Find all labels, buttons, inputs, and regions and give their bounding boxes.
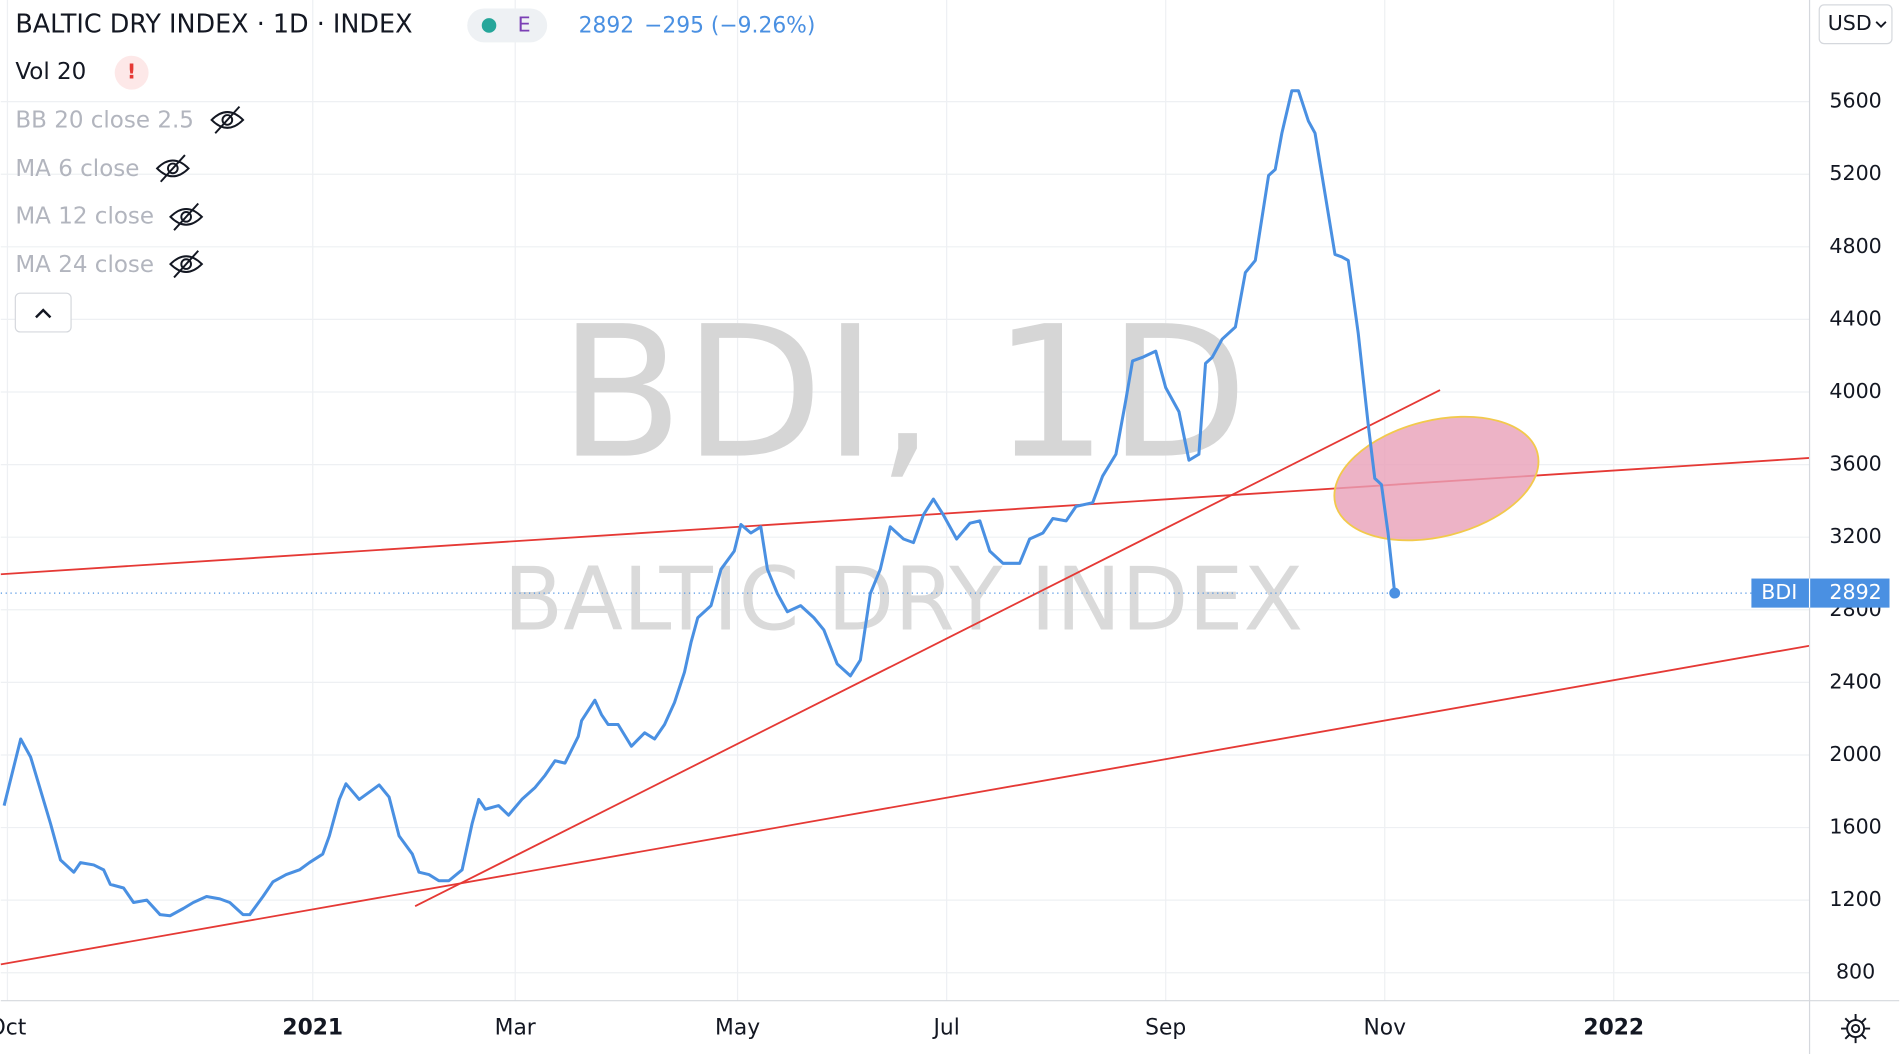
hidden-eye-icon[interactable] — [155, 154, 190, 183]
exchange-badge[interactable] — [467, 8, 548, 43]
price-badge-name: BDI — [1761, 580, 1797, 604]
indicator-label[interactable]: Vol 20 — [15, 59, 86, 85]
y-tick-label: 800 — [1836, 960, 1875, 984]
y-tick-label: 4800 — [1829, 234, 1881, 258]
y-tick-label: 4000 — [1829, 379, 1881, 403]
price-line — [2, 89, 1397, 918]
price-badge — [1751, 578, 1890, 608]
axes: 8001200160020002400280032003600400044004… — [0, 89, 1890, 1041]
trend-line[interactable] — [414, 389, 1441, 908]
currency-button[interactable] — [1818, 4, 1893, 45]
hidden-eye-icon[interactable] — [169, 250, 204, 279]
indicator-label[interactable]: MA 12 close — [15, 203, 154, 229]
trend-line[interactable] — [0, 644, 1810, 966]
currency-label: USD — [1828, 11, 1872, 35]
hidden-eye-icon[interactable] — [169, 202, 204, 231]
grid — [0, 0, 1810, 1001]
exchange-label: E — [518, 12, 531, 36]
settings-icon[interactable] — [1841, 1014, 1871, 1044]
y-tick-label: 5600 — [1829, 89, 1881, 113]
x-tick-label: May — [715, 1016, 760, 1041]
y-tick-label: 2000 — [1829, 742, 1881, 766]
price-change: −295 (−9.26%) — [644, 14, 815, 39]
x-tick-label: Mar — [495, 1016, 536, 1041]
collapse-button[interactable] — [14, 292, 72, 333]
status-dot — [481, 18, 497, 33]
currency-caret — [1875, 21, 1887, 28]
y-tick-label: 1200 — [1829, 887, 1881, 911]
alert-label: ! — [127, 60, 136, 84]
x-tick-label: 2022 — [1583, 1016, 1644, 1041]
y-tick-label: 3200 — [1829, 524, 1881, 548]
indicator-label[interactable]: MA 24 close — [15, 252, 154, 278]
price-badge-value: 2892 — [1829, 580, 1881, 604]
x-tick-label: Oct — [0, 1016, 27, 1041]
indicator-label[interactable]: MA 6 close — [15, 156, 139, 182]
last-price: 2892 — [579, 14, 634, 39]
hidden-eye-icon[interactable] — [210, 105, 245, 134]
alert-icon[interactable] — [114, 55, 149, 90]
chart-title: BALTIC DRY INDEX · 1D · INDEX — [15, 8, 412, 38]
x-tick-label: Nov — [1363, 1016, 1406, 1041]
y-tick-label: 3600 — [1829, 452, 1881, 476]
y-tick-label: 5200 — [1829, 161, 1881, 185]
last-point — [1389, 587, 1401, 599]
x-tick-label: Sep — [1145, 1016, 1186, 1041]
y-tick-label: 4400 — [1829, 306, 1881, 330]
plot — [0, 89, 1810, 918]
y-tick-label: 2400 — [1829, 669, 1881, 693]
x-tick-label: Jul — [932, 1016, 960, 1041]
indicator-label[interactable]: BB 20 close 2.5 — [15, 108, 194, 134]
x-tick-label: 2021 — [282, 1016, 343, 1041]
watermark: BDI, 1D — [559, 287, 1248, 499]
y-tick-label: 1600 — [1829, 815, 1881, 839]
watermark-subtitle: BALTIC DRY INDEX — [503, 549, 1303, 651]
collapse-icon — [35, 308, 52, 319]
